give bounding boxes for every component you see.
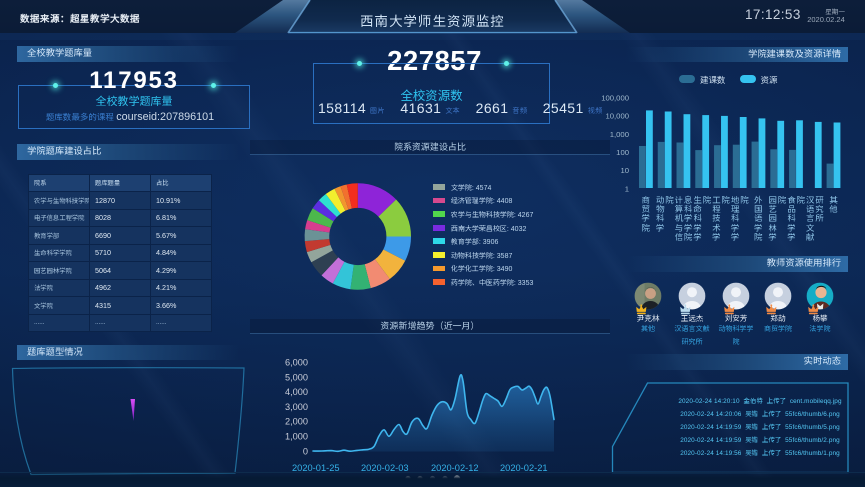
svg-text:2,000: 2,000 [285, 417, 308, 427]
svg-text:1,000: 1,000 [610, 130, 629, 139]
svg-text:5,000: 5,000 [285, 372, 308, 382]
svg-text:3,000: 3,000 [285, 402, 308, 412]
svg-text:4,000: 4,000 [285, 387, 308, 397]
svg-text:100,000: 100,000 [601, 93, 629, 102]
svg-text:100: 100 [616, 148, 629, 157]
svg-text:6,000: 6,000 [285, 358, 308, 368]
svg-text:10: 10 [620, 166, 629, 175]
svg-text:0: 0 [303, 446, 308, 456]
svg-text:10,000: 10,000 [605, 112, 629, 121]
svg-text:1,000: 1,000 [285, 432, 308, 442]
svg-text:1: 1 [625, 184, 629, 193]
